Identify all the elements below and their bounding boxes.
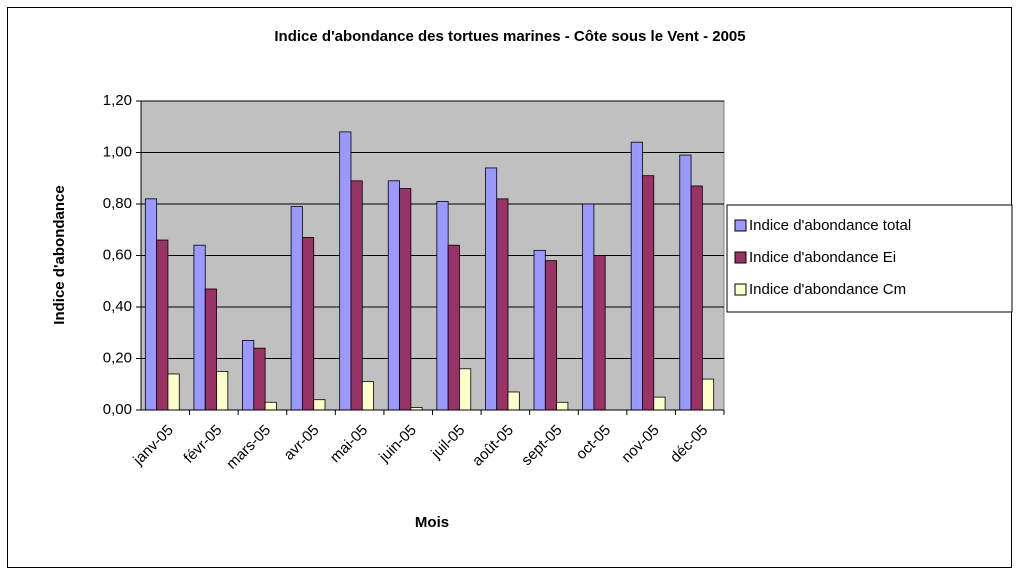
bar <box>593 255 606 411</box>
x-axis-label: Mois <box>415 514 449 531</box>
bar <box>436 201 449 411</box>
bar <box>167 373 180 411</box>
y-tick-label: 0,80 <box>103 195 132 212</box>
bar <box>399 188 412 411</box>
bar <box>653 396 666 411</box>
legend <box>726 204 1013 313</box>
bar <box>690 185 703 411</box>
legend-label: Indice d'abondance Ei <box>749 249 896 266</box>
bar <box>459 368 472 411</box>
bar <box>679 154 692 411</box>
bar <box>253 347 266 411</box>
bar <box>701 378 715 411</box>
bar <box>339 131 352 411</box>
bar <box>216 370 229 411</box>
y-tick-label: 0,60 <box>103 246 132 263</box>
legend-swatch <box>734 251 747 264</box>
bar <box>361 381 374 411</box>
bar <box>533 249 546 411</box>
y-tick-label: 0,40 <box>103 298 132 315</box>
bar <box>496 198 509 411</box>
bar <box>156 239 169 411</box>
bar <box>582 203 595 411</box>
bar <box>193 244 206 411</box>
bar <box>556 401 569 411</box>
bar <box>242 340 255 411</box>
bar <box>301 237 315 411</box>
bar <box>204 288 217 411</box>
legend-swatch <box>734 283 747 296</box>
bar <box>144 198 158 411</box>
legend-label: Indice d'abondance Cm <box>749 281 906 298</box>
bar <box>264 401 277 411</box>
y-tick-label: 1,00 <box>103 143 132 160</box>
y-axis-label: Indice d'abondance <box>51 185 68 324</box>
y-tick-label: 0,00 <box>103 401 132 418</box>
bar <box>447 244 460 411</box>
bar <box>642 175 655 411</box>
bar <box>313 399 326 411</box>
y-tick-label: 1,20 <box>103 92 132 109</box>
chart-title: Indice d'abondance des tortues marines -… <box>274 28 745 45</box>
legend-swatch <box>734 219 747 232</box>
bar <box>350 180 363 411</box>
y-tick-label: 0,20 <box>103 349 132 366</box>
bar <box>544 260 558 411</box>
bar <box>485 167 498 411</box>
bar <box>387 180 400 411</box>
legend-label: Indice d'abondance total <box>749 217 911 234</box>
bar <box>630 141 643 411</box>
bar <box>290 206 303 411</box>
bar <box>507 391 520 411</box>
